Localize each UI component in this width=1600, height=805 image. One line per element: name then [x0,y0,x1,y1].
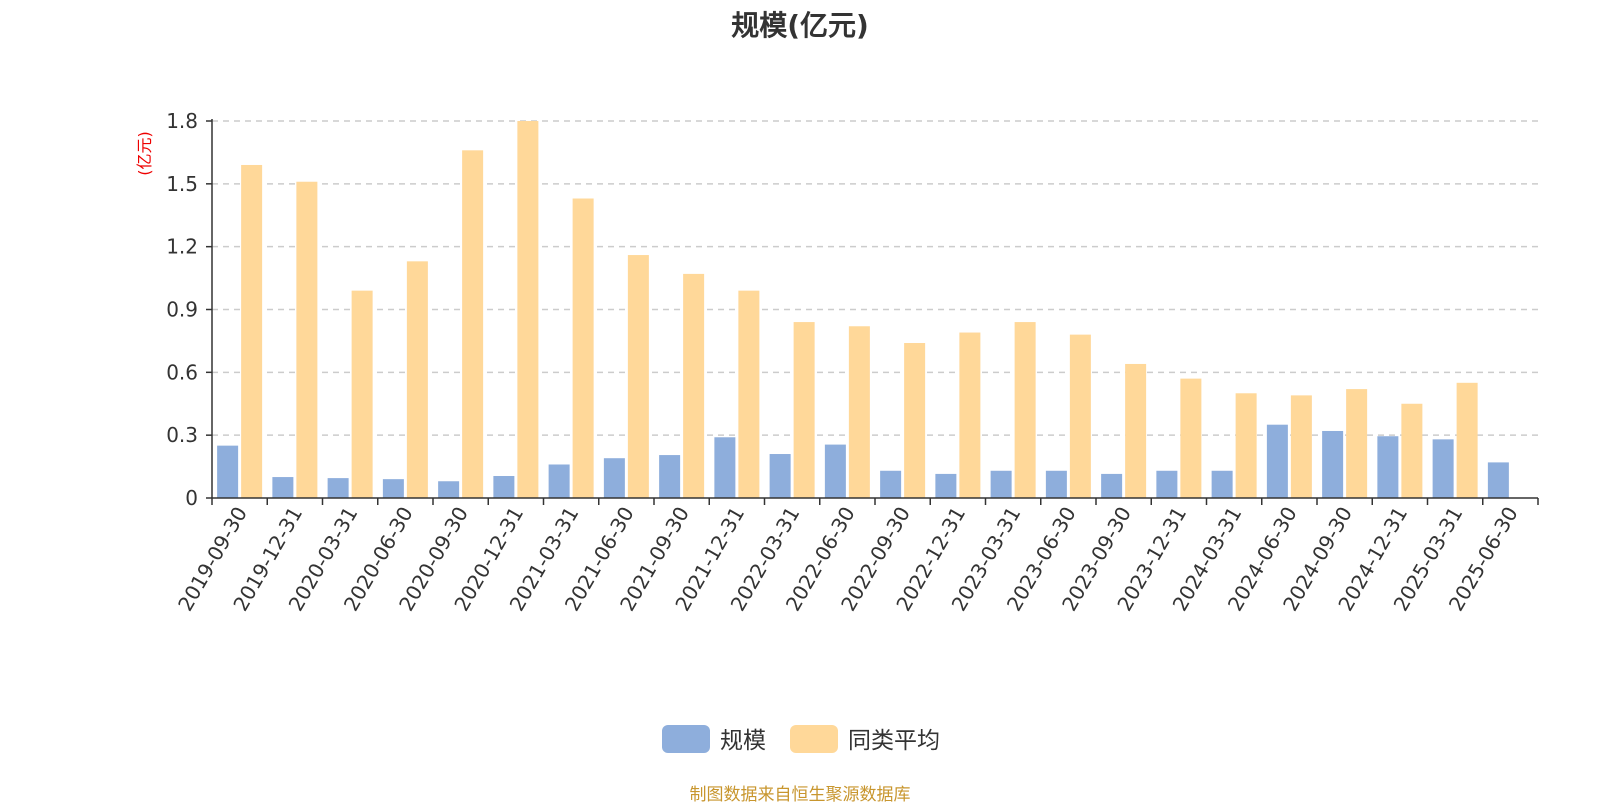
y-tick-label: 1.8 [166,109,198,133]
y-tick-label: 0 [185,486,198,510]
legend-label: 同类平均 [848,728,940,754]
y-tick-label: 0.6 [166,360,198,384]
bar-category-average [627,255,649,498]
legend: 规模 同类平均 [662,725,940,754]
bar-scale [1322,430,1344,498]
y-tick-label: 1.5 [166,172,198,196]
bar-category-average [1235,393,1257,498]
bar-scale [603,458,625,498]
bar-scale [1487,462,1509,498]
bar-scale [382,479,404,498]
bar-category-average [1125,363,1147,498]
grid-lines [212,120,1538,436]
bar-category-average [1069,334,1091,498]
bar-scale [1101,473,1123,498]
bar-category-average [959,332,981,498]
bar-scale [714,437,736,498]
y-tick-label: 0.9 [166,298,198,322]
bar-scale [327,478,349,498]
bar-category-average [1346,389,1368,498]
bar-category-average [1401,403,1423,498]
bar-category-average [1290,395,1312,498]
bar-scale [217,445,239,498]
bar-category-average [241,164,263,498]
bar-category-average [406,261,428,498]
bar-category-average [904,343,926,498]
bar-scale [990,470,1012,498]
bar-scale [935,473,957,498]
bar-category-average [1014,322,1036,498]
bar-scale [824,444,846,498]
bar-scale [438,481,460,498]
bar-scale [1377,436,1399,498]
bar-category-average [572,198,594,498]
bar-scale [880,470,902,498]
bar-scale [659,455,681,498]
bar-category-average [1456,382,1478,498]
bar-category-average [296,181,318,498]
chart-title: 规模(亿元) [731,9,869,42]
bar-category-average [351,290,373,498]
y-axis-unit-label: (亿元) [135,131,154,176]
bar-scale [1266,424,1288,498]
bar-scale [1432,439,1454,498]
bars [217,121,1509,499]
bar-category-average [1180,378,1202,498]
axes: 00.30.60.91.21.51.8(亿元)2019-09-302019-12… [135,109,1539,615]
bar-category-average [462,150,484,499]
data-source-note: 制图数据来自恒生聚源数据库 [689,785,911,805]
bar-scale [1045,470,1067,498]
bar-category-average [683,273,705,498]
bar-scale [1156,470,1178,498]
legend-label: 规模 [720,728,766,754]
bar-category-average [793,322,815,498]
bar-scale [1211,470,1233,498]
y-tick-label: 1.2 [166,235,198,259]
legend-swatch [662,725,710,753]
bar-scale [548,464,570,498]
bar-scale [769,454,791,498]
legend-swatch [790,725,838,753]
y-tick-label: 0.3 [166,423,198,447]
bar-scale [493,476,515,498]
bar-category-average [738,290,760,498]
bar-category-average [517,121,539,498]
bar-scale [272,477,294,498]
bar-category-average [848,326,870,498]
